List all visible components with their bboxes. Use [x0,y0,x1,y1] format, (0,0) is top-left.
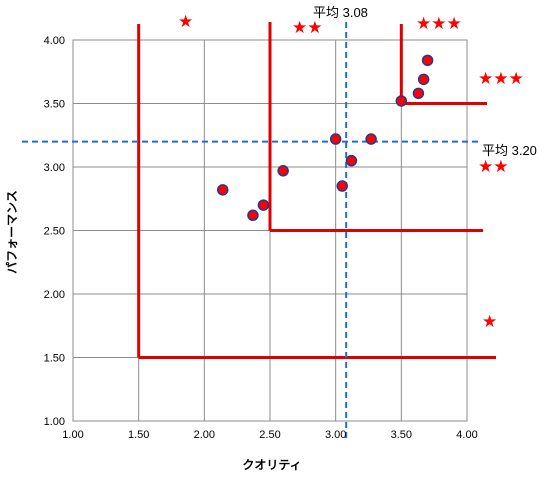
tier-lines [137,22,496,359]
y-tick-label: 3.50 [44,99,65,111]
data-point [216,184,229,196]
y-tick-label: 1.50 [44,353,65,365]
data-point [277,165,289,177]
mean-y-label: 平均 3.20 [482,143,537,158]
x-tick-label: 4.00 [456,429,477,441]
x-tick-label: 3.50 [391,429,412,441]
data-points [216,54,434,222]
data-point [412,87,425,100]
tick-labels: 1.00 1.50 2.00 2.50 3.00 3.50 4.00 1.00 1.50 2.00… [44,35,478,441]
mean-x-label: 平均 3.08 [313,5,368,20]
data-point [257,199,270,211]
mean-lines [22,22,478,442]
x-tick-label: 1.50 [128,429,149,441]
y-tick-label: 1.00 [44,416,65,428]
y-tick-label: 2.00 [44,289,65,301]
y-axis-title: パフォーマンス [5,190,19,274]
data-point [336,180,348,192]
tier-star-label: ★★★ [416,14,462,33]
data-point [329,133,342,145]
x-tick-label: 2.50 [259,429,280,441]
x-axis-title: クオリティ [242,458,301,472]
x-tick-label: 2.00 [194,429,215,441]
tier-star-label: ★★★ [478,69,524,88]
y-tick-label: 2.50 [44,226,65,238]
data-point [247,209,259,222]
tier-star-label: ★ [482,312,497,331]
data-point [417,73,430,86]
data-point [365,133,377,145]
tier-star-label: ★★ [292,18,322,37]
x-tick-label: 3.00 [325,429,346,441]
y-tick-label: 4.00 [44,35,65,47]
x-tick-label: 1.00 [62,429,83,441]
y-tick-label: 3.00 [44,162,65,174]
tier-star-label: ★ [178,12,193,31]
data-point [395,95,408,107]
data-point [421,54,434,67]
data-point [345,154,358,167]
tier-star-label: ★★ [478,157,508,176]
